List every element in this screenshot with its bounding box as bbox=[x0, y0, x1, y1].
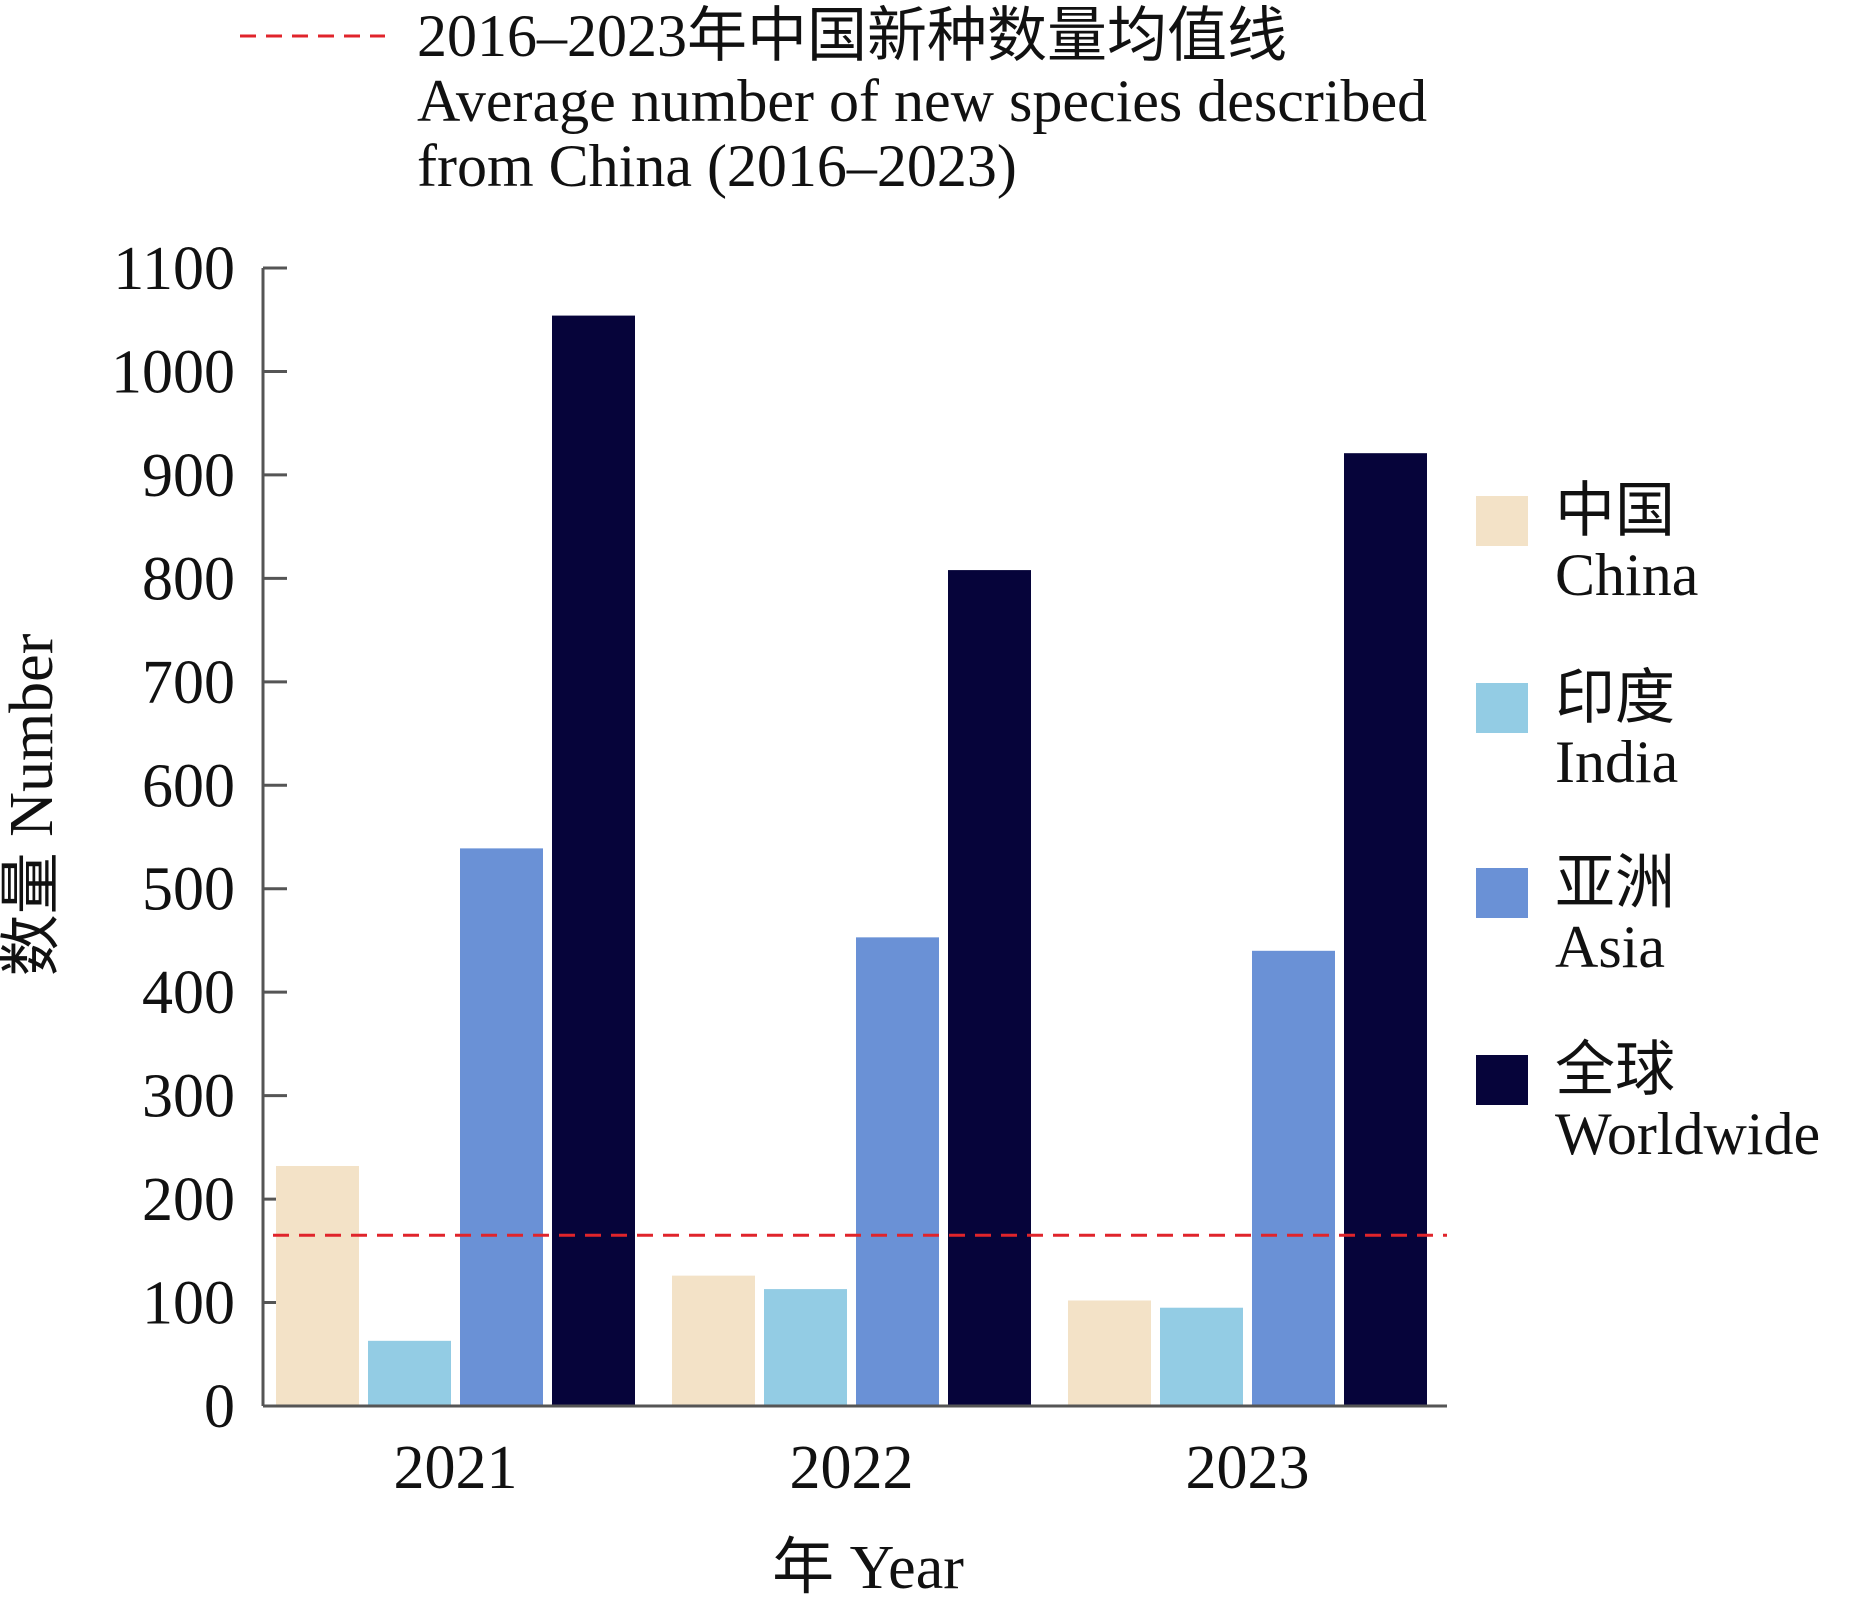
y-tick-label: 100 bbox=[142, 1270, 235, 1338]
y-tick-label: 0 bbox=[204, 1373, 235, 1441]
bars bbox=[276, 315, 1427, 1407]
x-tick-label: 2023 bbox=[1186, 1434, 1310, 1502]
bar-asia-2021 bbox=[460, 848, 543, 1406]
y-tick-label: 400 bbox=[142, 959, 235, 1027]
x-tick-label: 2021 bbox=[394, 1434, 518, 1502]
x-tick-label: 2022 bbox=[790, 1434, 914, 1502]
y-axis-title: 数量 Number bbox=[0, 633, 66, 976]
y-tick-label: 1100 bbox=[113, 235, 235, 303]
x-axis-labels: 2021 2022 2023 bbox=[394, 1434, 1310, 1502]
legend-label-zh: 全球 bbox=[1555, 1037, 1675, 1103]
y-tick-label: 500 bbox=[142, 856, 235, 924]
mean-line-label-1: 2016–2023年中国新种数量均值线 bbox=[417, 3, 1287, 69]
bar-worldwide-2021 bbox=[552, 315, 635, 1406]
bar-china-2022 bbox=[672, 1275, 755, 1406]
mean-line-label-2: Average number of new species described bbox=[417, 68, 1427, 134]
y-tick-label: 600 bbox=[142, 752, 235, 820]
legend-swatch-india bbox=[1476, 683, 1528, 733]
legend-label-en: Asia bbox=[1555, 914, 1665, 980]
legend-swatch-china bbox=[1476, 496, 1528, 546]
bar-china-2023 bbox=[1068, 1300, 1151, 1406]
y-tick-label: 800 bbox=[142, 545, 235, 613]
y-tick-label: 300 bbox=[142, 1063, 235, 1131]
bar-asia-2023 bbox=[1252, 950, 1335, 1406]
legend-label-en: India bbox=[1555, 729, 1678, 795]
legend-label-en: China bbox=[1555, 542, 1698, 608]
y-tick-label: 900 bbox=[142, 442, 235, 510]
bar-india-2022 bbox=[764, 1289, 847, 1406]
bar-worldwide-2022 bbox=[948, 570, 1031, 1406]
legend-label-zh: 亚洲 bbox=[1555, 850, 1675, 916]
bar-china-2021 bbox=[276, 1165, 359, 1406]
x-axis-title: 年 Year bbox=[772, 1534, 964, 1599]
y-axis-ticks: 0 100 200 300 400 500 600 700 800 900 1000 1100 bbox=[111, 235, 287, 1441]
bar-india-2021 bbox=[368, 1340, 451, 1406]
legend-swatch-asia bbox=[1476, 868, 1528, 918]
y-tick-label: 200 bbox=[142, 1166, 235, 1234]
y-tick-label: 700 bbox=[142, 649, 235, 717]
legend-label-zh: 印度 bbox=[1555, 665, 1675, 731]
legend-swatch-worldwide bbox=[1476, 1055, 1528, 1105]
legend-label-zh: 中国 bbox=[1555, 478, 1675, 544]
y-tick-label: 1000 bbox=[111, 338, 235, 406]
legend-label-en: Worldwide bbox=[1555, 1101, 1820, 1167]
bar-worldwide-2023 bbox=[1344, 453, 1427, 1407]
mean-line-legend: 2016–2023年中国新种数量均值线 Average number of ne… bbox=[240, 3, 1427, 199]
bar-india-2023 bbox=[1160, 1307, 1243, 1406]
mean-line-label-3: from China (2016–2023) bbox=[417, 133, 1017, 199]
bar-asia-2022 bbox=[856, 937, 939, 1406]
